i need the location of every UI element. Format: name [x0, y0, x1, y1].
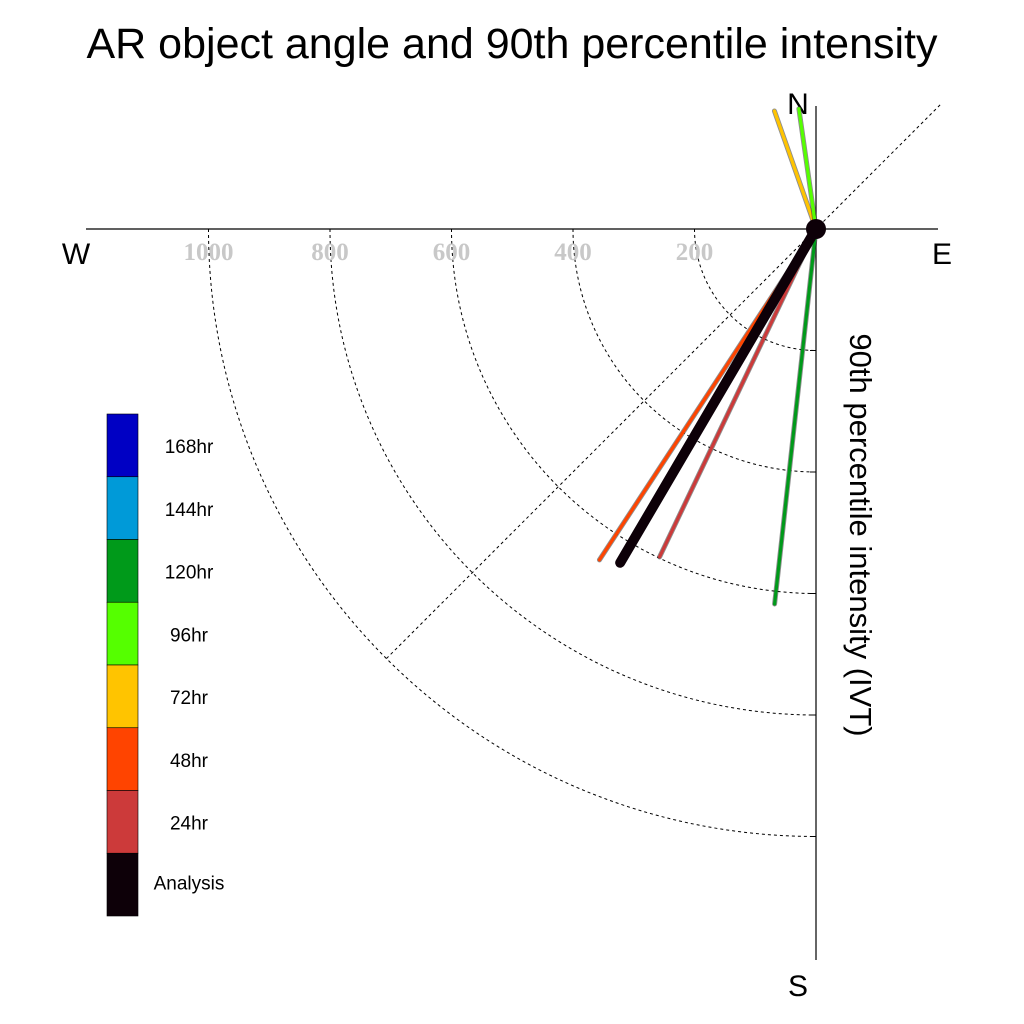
legend-swatch-168hr: [106, 413, 139, 478]
legend-label-144hr: 144hr: [165, 500, 214, 521]
grid-ring-600: [451, 228, 817, 594]
polar-grid: [208, 104, 941, 837]
compass-west-label: W: [62, 238, 91, 271]
grid-ring-400: [572, 228, 817, 473]
grid-diagonal: [386, 104, 941, 659]
legend-swatch-144hr: [106, 476, 139, 540]
legend-swatch-72hr: [106, 664, 139, 729]
vector-analysis: [615, 224, 821, 568]
grid-ring-1000: [208, 228, 817, 837]
legend-label-168hr: 168hr: [165, 437, 214, 458]
legend-label-analysis: Analysis: [154, 873, 225, 894]
compass-east-label: E: [932, 238, 952, 271]
radial-tick-labels: 200 400 600 800 1000: [184, 239, 714, 266]
compass-south-label: S: [788, 970, 808, 1003]
legend: 168hr 144hr 120hr 96hr 72hr 48hr 24hr Analysis: [106, 413, 225, 917]
legend-swatch-48hr: [106, 727, 139, 791]
legend-swatch-120hr: [106, 539, 139, 603]
legend-swatch-analysis: [106, 852, 139, 917]
tick-label-1000: 1000: [184, 239, 234, 266]
tick-label-200: 200: [676, 239, 714, 266]
tick-label-600: 600: [433, 239, 471, 266]
grid-ring-800: [329, 228, 817, 716]
legend-label-48hr: 48hr: [170, 751, 209, 772]
legend-label-120hr: 120hr: [165, 563, 214, 584]
tick-label-800: 800: [311, 239, 349, 266]
legend-swatch-96hr: [106, 601, 139, 666]
chart-title: AR object angle and 90th percentile inte…: [87, 20, 938, 68]
vector-series: [596, 106, 826, 607]
compass-north-label: N: [787, 88, 809, 121]
vector-72hr: [772, 109, 818, 231]
vector-120hr: [773, 227, 818, 606]
origin-marker: [806, 219, 826, 239]
tick-label-400: 400: [554, 239, 592, 266]
y-axis-label: 90th percentile intensity (IVT): [843, 333, 878, 736]
legend-label-96hr: 96hr: [170, 625, 209, 646]
grid-ring-200: [694, 228, 817, 351]
vector-24hr: [658, 227, 818, 559]
legend-swatch-24hr: [106, 790, 139, 854]
legend-label-72hr: 72hr: [170, 688, 209, 709]
vector-96hr: [797, 107, 818, 231]
legend-label-24hr: 24hr: [170, 814, 209, 835]
